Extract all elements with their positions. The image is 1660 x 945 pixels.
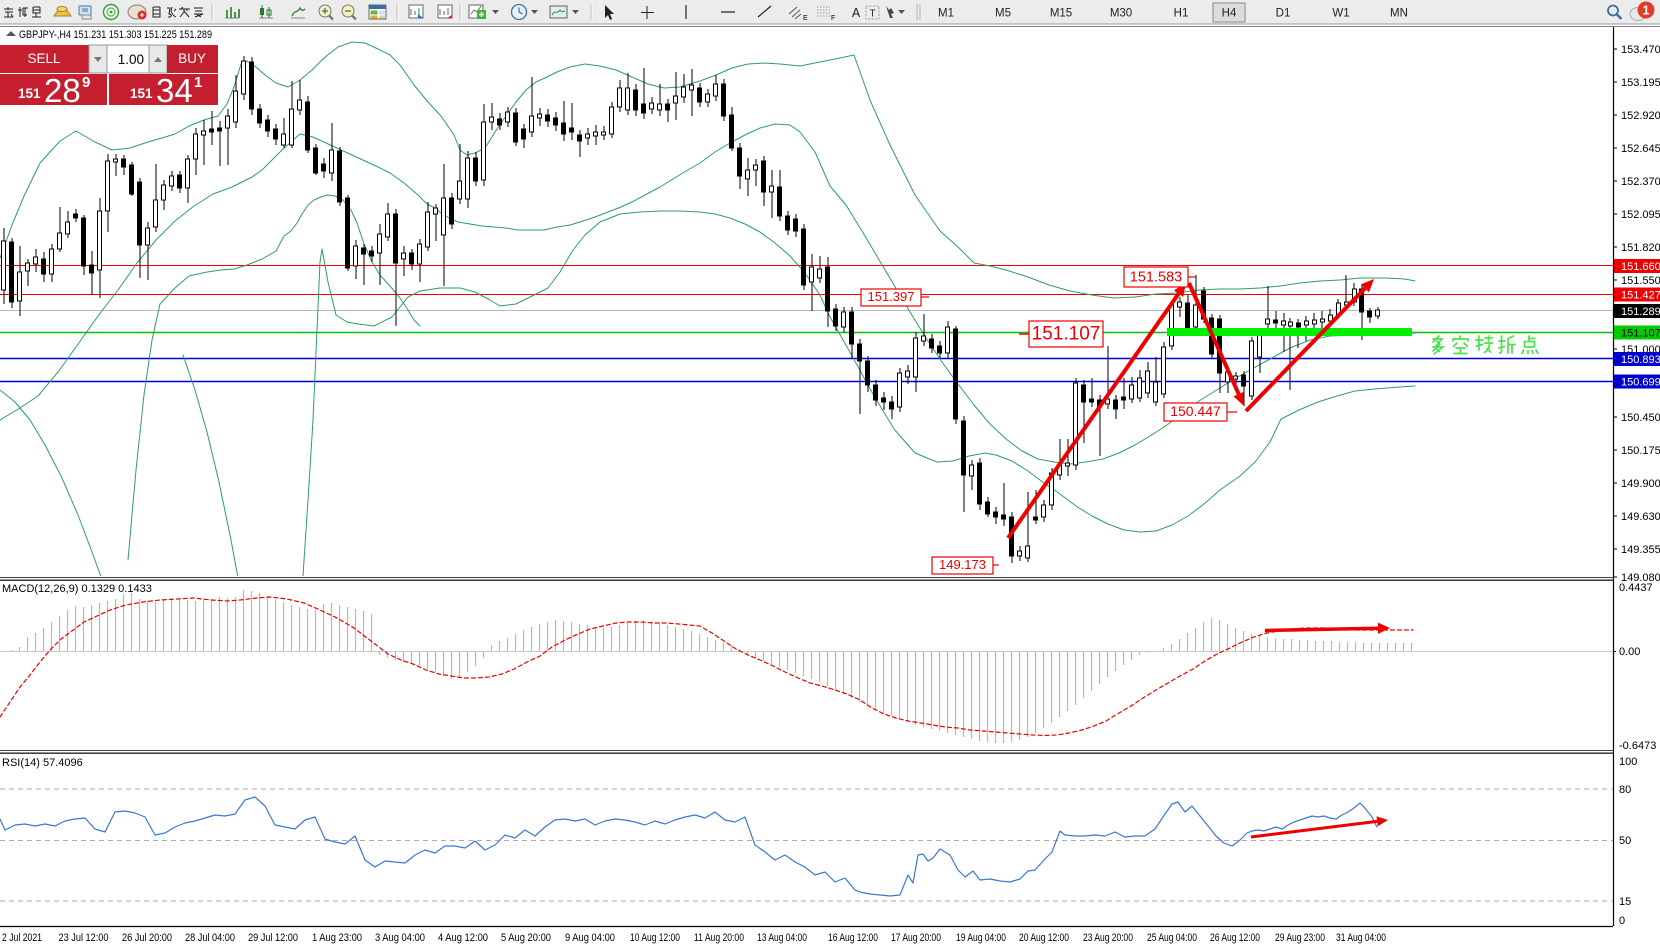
svg-text:151.397: 151.397 [868,289,915,304]
svg-text:-0.6473: -0.6473 [1619,740,1656,752]
svg-text:29 Aug 23:00: 29 Aug 23:00 [1275,932,1325,944]
svg-text:151.820: 151.820 [1621,242,1660,254]
svg-text:151.289: 151.289 [1621,306,1660,318]
svg-text:M5: M5 [995,8,1011,20]
svg-text:M1: M1 [938,8,954,20]
svg-text:34: 34 [156,72,193,109]
svg-text:A: A [852,6,861,20]
svg-text:152.645: 152.645 [1621,143,1660,155]
svg-text:13 Aug 04:00: 13 Aug 04:00 [757,932,807,944]
svg-text:149.173: 149.173 [939,557,986,572]
svg-text:16 Aug 12:00: 16 Aug 12:00 [828,932,878,944]
svg-text:0: 0 [1619,915,1625,927]
svg-text:151.427: 151.427 [1621,290,1660,302]
svg-text:149.630: 149.630 [1621,511,1660,523]
svg-text:151: 151 [130,86,153,101]
svg-text:153.195: 153.195 [1621,77,1660,89]
svg-text:T: T [869,9,875,20]
svg-text:50: 50 [1619,835,1631,847]
svg-text:11 Aug 20:00: 11 Aug 20:00 [694,932,744,944]
svg-text:E: E [803,15,808,22]
svg-text:152.095: 152.095 [1621,209,1660,221]
svg-text:26 Aug 12:00: 26 Aug 12:00 [1210,932,1260,944]
svg-text:28: 28 [44,72,81,109]
svg-text:10 Aug 12:00: 10 Aug 12:00 [630,932,680,944]
svg-text:19 Aug 04:00: 19 Aug 04:00 [956,932,1006,944]
svg-text:150.893: 150.893 [1621,354,1660,366]
svg-text:D1: D1 [1276,8,1291,20]
svg-text:151.583: 151.583 [1130,269,1182,285]
svg-text:M15: M15 [1050,8,1072,20]
svg-text:3 Aug 04:00: 3 Aug 04:00 [375,932,425,944]
svg-text:2 Jul 2021: 2 Jul 2021 [2,932,42,944]
svg-text:80: 80 [1619,784,1631,796]
svg-text:150.450: 150.450 [1621,412,1660,424]
svg-text:150.699: 150.699 [1621,377,1660,389]
svg-text:9: 9 [82,74,90,91]
svg-text:1.00: 1.00 [118,52,144,67]
svg-text:151.660: 151.660 [1621,261,1660,273]
svg-text:153.470: 153.470 [1621,44,1660,56]
svg-text:W1: W1 [1332,8,1349,20]
svg-text:23 Aug 20:00: 23 Aug 20:00 [1083,932,1133,944]
svg-text:100: 100 [1619,756,1637,768]
svg-text:M30: M30 [1110,8,1132,20]
svg-text:SELL: SELL [27,51,61,66]
svg-text:H1: H1 [1174,8,1189,20]
svg-text:1: 1 [194,74,202,91]
svg-text:15: 15 [1619,896,1631,908]
svg-text:1 Aug 23:00: 1 Aug 23:00 [312,932,362,944]
svg-text:151.550: 151.550 [1621,275,1660,287]
svg-text:152.920: 152.920 [1621,110,1660,122]
svg-text:151.107: 151.107 [1032,324,1101,345]
svg-text:29 Jul 12:00: 29 Jul 12:00 [248,932,298,944]
svg-text:28 Jul 04:00: 28 Jul 04:00 [185,932,235,944]
svg-text:MN: MN [1390,8,1408,20]
svg-text:MACD(12,26,9) 0.1329 0.1433: MACD(12,26,9) 0.1329 0.1433 [2,583,152,595]
svg-text:151.107: 151.107 [1621,328,1660,340]
svg-text:17 Aug 20:00: 17 Aug 20:00 [891,932,941,944]
svg-text:151: 151 [18,86,41,101]
svg-text:0.4437: 0.4437 [1619,582,1653,594]
svg-text:BUY: BUY [178,51,206,66]
svg-text:149.900: 149.900 [1621,478,1660,490]
svg-text:H4: H4 [1222,8,1237,20]
svg-text:4 Aug 12:00: 4 Aug 12:00 [438,932,488,944]
svg-text:31 Aug 04:00: 31 Aug 04:00 [1336,932,1386,944]
svg-text:GBPJPY-,H4 151.231 151.303 15: GBPJPY-,H4 151.231 151.303 151.225 151.2… [19,29,212,41]
svg-text:5 Aug 20:00: 5 Aug 20:00 [501,932,551,944]
svg-text:149.355: 149.355 [1621,544,1660,556]
svg-text:RSI(14) 57.4096: RSI(14) 57.4096 [2,757,83,769]
svg-text:9 Aug 04:00: 9 Aug 04:00 [565,932,615,944]
svg-text:150.447: 150.447 [1170,403,1221,419]
svg-text:25 Aug 04:00: 25 Aug 04:00 [1147,932,1197,944]
svg-text:26 Jul 20:00: 26 Jul 20:00 [122,932,172,944]
svg-text:20 Aug 12:00: 20 Aug 12:00 [1019,932,1069,944]
svg-text:152.370: 152.370 [1621,176,1660,188]
svg-text:1: 1 [1643,4,1650,18]
svg-text:0.00: 0.00 [1619,646,1640,658]
svg-text:149.080: 149.080 [1621,572,1660,584]
svg-text:150.175: 150.175 [1621,445,1660,457]
svg-text:F: F [831,15,835,22]
svg-text:23 Jul 12:00: 23 Jul 12:00 [59,932,109,944]
